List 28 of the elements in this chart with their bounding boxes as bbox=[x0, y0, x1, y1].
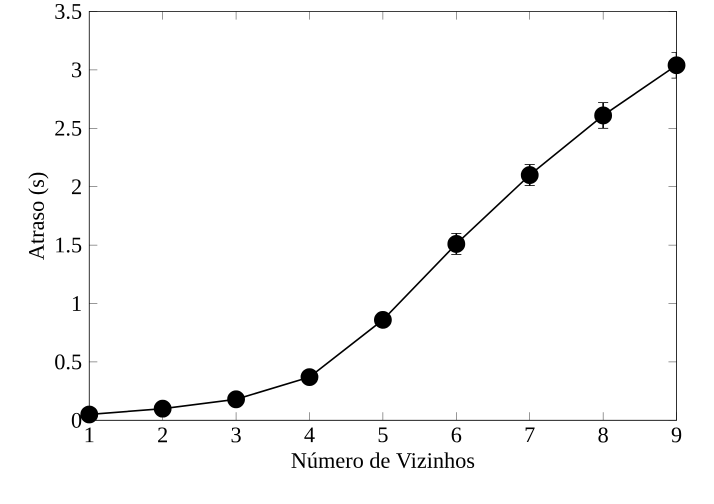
point bbox=[594, 106, 612, 124]
y-tick-label: 2.5 bbox=[55, 120, 82, 136]
x-tick-label: 1 bbox=[86, 428, 94, 442]
x-tick-label: 2 bbox=[158, 428, 167, 442]
y-tick-label: 3 bbox=[72, 62, 82, 78]
point bbox=[80, 406, 98, 424]
x-tick-label: 9 bbox=[672, 428, 682, 443]
y-tick-label: 0 bbox=[72, 412, 82, 428]
x-tick-label: 5 bbox=[378, 428, 388, 442]
x-tick-label: 4 bbox=[304, 428, 315, 442]
point bbox=[227, 390, 245, 408]
y-axis-title: Atraso (s) bbox=[28, 172, 48, 260]
y-tick-label: 1 bbox=[72, 296, 81, 311]
point bbox=[374, 311, 392, 329]
y-tick-label: 1.5 bbox=[56, 238, 82, 253]
x-axis-title: Número de Vizinhos bbox=[291, 452, 474, 468]
point bbox=[668, 56, 686, 74]
x-tick-label: 3 bbox=[232, 428, 241, 443]
y-tick-label: 2 bbox=[72, 179, 81, 194]
y-tick-label: 0.5 bbox=[55, 354, 82, 370]
x-tick-label: 6 bbox=[452, 428, 462, 443]
point bbox=[154, 400, 172, 418]
x-tick-label: 8 bbox=[598, 428, 608, 443]
x-tick-label: 7 bbox=[526, 428, 535, 442]
point bbox=[447, 235, 466, 253]
y-tick-label: 3.5 bbox=[55, 4, 82, 20]
point bbox=[300, 368, 318, 386]
point bbox=[520, 166, 539, 184]
